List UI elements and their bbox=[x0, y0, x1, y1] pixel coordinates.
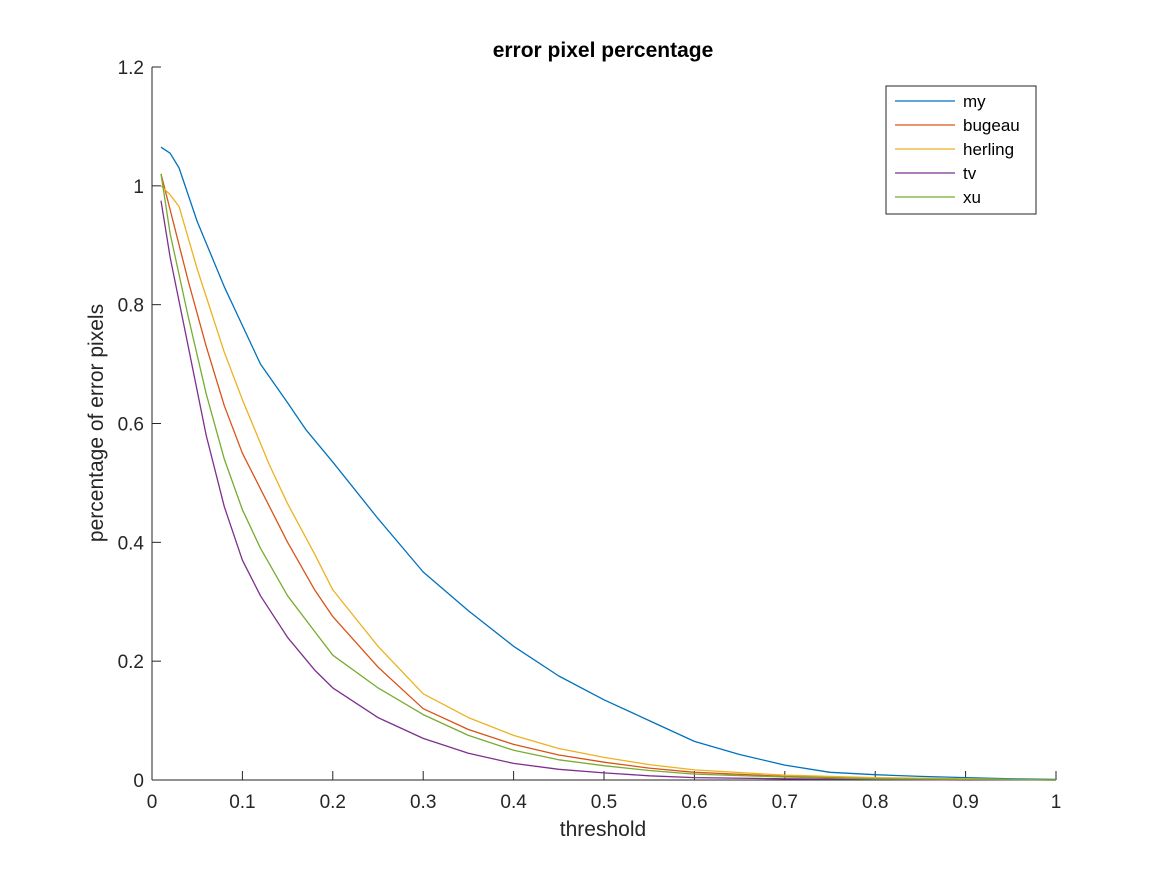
series-line-tv bbox=[160, 200, 1056, 781]
legend-label-xu: xu bbox=[963, 188, 981, 207]
y-tick-label: 0.6 bbox=[118, 415, 144, 436]
x-tick-label: 0.4 bbox=[500, 792, 527, 813]
x-tick-label: 0.9 bbox=[952, 792, 978, 813]
y-tick-label: 0 bbox=[133, 771, 144, 792]
x-tick-label: 1 bbox=[1051, 792, 1062, 813]
x-tick-label: 0.6 bbox=[681, 792, 707, 813]
axes: 0 0.1 0.2 0.3 0.4 0.5 0.6 0.7 0.8 0.9 1 0 0.2 0.4 0.6 0… bbox=[118, 58, 1062, 813]
series-line-herling bbox=[160, 185, 1057, 781]
x-tick-label: 0.2 bbox=[320, 792, 346, 813]
y-tick-label: 0.8 bbox=[118, 296, 144, 317]
series-line-my bbox=[160, 146, 1057, 781]
legend-label-bugeau: bugeau bbox=[963, 116, 1020, 135]
x-tick-label: 0.5 bbox=[591, 792, 617, 813]
y-axis-title: percentage of error pixels bbox=[85, 304, 108, 542]
x-tick-label: 0 bbox=[147, 792, 158, 813]
legend-box bbox=[885, 85, 1037, 215]
y-tick-label: 0.4 bbox=[118, 533, 145, 554]
x-tick-label: 0.7 bbox=[772, 792, 798, 813]
y-tick-label: 0.2 bbox=[118, 652, 144, 673]
x-tick-label: 0.8 bbox=[862, 792, 888, 813]
legend: my bugeau herling tv xu bbox=[885, 85, 1037, 215]
series-line-xu bbox=[160, 173, 1057, 781]
y-tick-label: 1 bbox=[133, 177, 144, 198]
x-axis-title: threshold bbox=[560, 818, 646, 841]
x-tick-label: 0.1 bbox=[229, 792, 255, 813]
y-tick-label: 1.2 bbox=[118, 58, 144, 79]
legend-label-tv: tv bbox=[963, 164, 977, 183]
legend-label-my: my bbox=[963, 92, 986, 111]
chart-title: error pixel percentage bbox=[493, 39, 714, 62]
series-line-bugeau bbox=[160, 173, 1057, 781]
plot-area bbox=[160, 146, 1057, 781]
x-tick-label: 0.3 bbox=[410, 792, 436, 813]
legend-label-herling: herling bbox=[963, 140, 1014, 159]
